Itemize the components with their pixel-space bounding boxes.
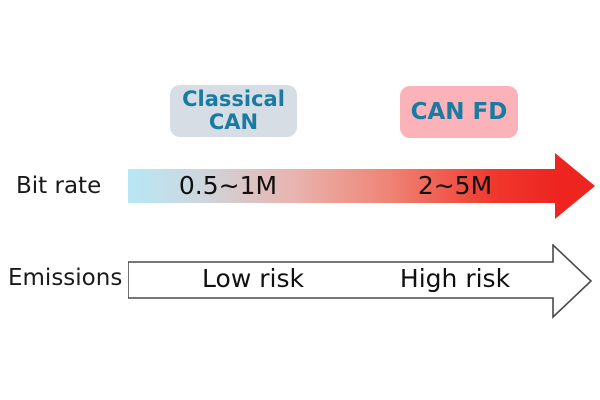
emissions-arrow-shape [128,244,593,319]
emissions-low-risk-value: Low risk [202,264,304,293]
badge-can-fd: CAN FD [400,86,518,138]
bitrate-gradient-arrow-icon [128,153,595,219]
bitrate-classical-value: 0.5∼1M [178,171,278,200]
bitrate-arrow-shape [128,153,595,219]
emissions-row-label: Emissions [8,265,123,291]
emissions-high-risk-value: High risk [399,264,511,293]
emissions-outline-arrow-icon [128,244,593,319]
bitrate-canfd-value: 2∼5M [417,171,493,200]
badge-classical-can: Classical CAN [170,85,297,137]
bitrate-row-label: Bit rate [16,173,102,199]
